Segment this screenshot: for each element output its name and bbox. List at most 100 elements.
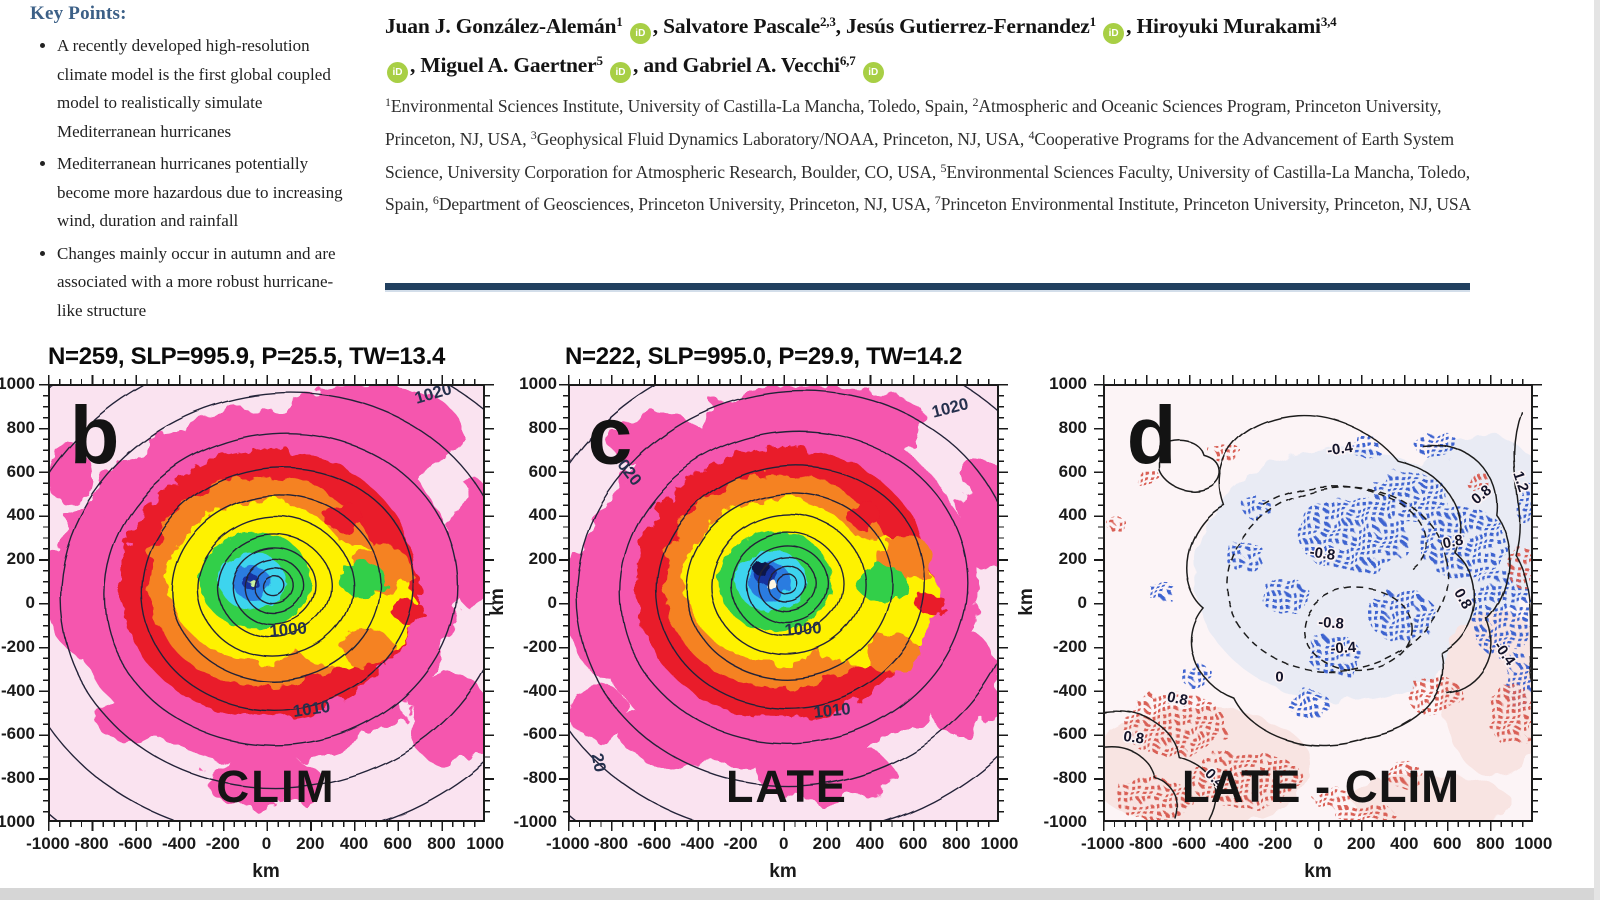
plot-c-canvas: 1000 1010 1020 1020 20 c LATE: [570, 386, 997, 820]
x-tick-label: 200: [296, 834, 325, 853]
difference-contours: [1105, 410, 1531, 820]
y-axis-tick-labels-d: -1000 -800 -600 -400 -200 0 200 400 600 …: [1035, 375, 1087, 831]
contour-label: 0: [1275, 669, 1283, 685]
x-axis-unit-label: km: [252, 861, 280, 882]
y-tick-label: 600: [1058, 461, 1087, 481]
author-name: Miguel A. Gaertner: [420, 53, 597, 77]
x-tick-label: 400: [339, 834, 369, 853]
author-superscript: 3,4: [1320, 14, 1337, 29]
panel-letter-c: c: [588, 391, 633, 482]
affiliation-text: Environmental Sciences Faculty, Universi…: [385, 161, 1471, 215]
x-tick-label: -600: [637, 834, 672, 853]
y-axis-unit-label: km: [1016, 588, 1037, 616]
contour-label: 0.8: [1122, 729, 1145, 748]
x-tick-label: 800: [942, 834, 971, 853]
author-separator: ,: [835, 14, 846, 38]
key-point-item: Mediterranean hurricanes potentially bec…: [57, 150, 354, 236]
author-superscript: 6,7: [839, 53, 856, 68]
axis-ticks-left: [1094, 384, 1103, 822]
panel-tag-late: LATE: [726, 761, 848, 812]
y-tick-label: -200: [1052, 636, 1087, 656]
x-axis-unit-label: km: [769, 861, 797, 882]
x-tick-label: -600: [1172, 834, 1207, 853]
contour-label: -0.4: [1326, 440, 1354, 460]
contour-label: 1000: [784, 618, 822, 640]
author-superscript: 5: [596, 53, 603, 68]
plot-panel-d: -0.4 0.8 0.8 -0.8 0.8 -0.8 -0.4 0 0.8 0.…: [1103, 384, 1533, 822]
contour-label: 0.8: [1166, 689, 1190, 709]
affiliation-superscript: 6: [432, 193, 439, 208]
contour-label: 1.2: [1509, 469, 1531, 494]
orcid-icon: iD: [629, 23, 651, 44]
y-tick-label: 0: [1077, 592, 1087, 612]
plot-panel-b: 1000 1010 1020 b CLIM: [48, 384, 485, 822]
x-axis-tick-labels-d: -1000 -800 -600 -400 -200 0 200 400 600 …: [1081, 833, 1555, 855]
affiliation-text: Geophysical Fluid Dynamics Laboratory/NO…: [536, 128, 1029, 149]
y-tick-label: -400: [1052, 680, 1087, 700]
author-superscript: 1: [1089, 14, 1097, 29]
affiliations-block: 1Environmental Sciences Institute, Unive…: [385, 88, 1485, 219]
y-tick-label: -1000: [513, 811, 557, 831]
x-axis-tick-labels-b: -1000 -800 -600 -400 -200 0 200 400 600 …: [26, 833, 507, 855]
y-tick-label: -800: [522, 768, 557, 788]
affiliation-text: Cooperative Programs for the Advancement…: [385, 128, 1455, 182]
y-tick-label: 0: [547, 592, 557, 612]
y-tick-label: -400: [522, 680, 557, 700]
x-tick-label: -800: [74, 834, 109, 853]
x-tick-label: -600: [118, 834, 153, 853]
orcid-icon: iD: [862, 62, 884, 83]
axis-ticks-bottom: [1103, 822, 1533, 831]
contour-label: -0.8: [1318, 615, 1345, 633]
contour-label: 20: [588, 751, 610, 773]
author-separator: ,: [652, 14, 664, 38]
author-name: Gabriel A. Vecchi: [682, 53, 840, 77]
x-tick-label: 400: [1390, 834, 1419, 853]
affiliation-text: Princeton Environmental Institute, Princ…: [940, 194, 1472, 215]
author-list: Juan J. González-Alemán1 iD, Salvatore P…: [385, 5, 1345, 83]
author-separator: ,: [410, 53, 421, 77]
axis-ticks-bottom: [568, 822, 999, 831]
author-name: Hiroyuki Murakami: [1136, 14, 1321, 38]
orcid-icon: iD: [387, 62, 408, 83]
contour-label: 1000: [269, 618, 308, 640]
plot-d-canvas: -0.4 0.8 0.8 -0.8 0.8 -0.8 -0.4 0 0.8 0.…: [1105, 386, 1531, 820]
contour-label: 0.8: [1441, 532, 1465, 552]
author-superscript: 1: [616, 14, 623, 29]
panel-c-title: N=222, SLP=995.0, P=29.9, TW=14.2: [564, 343, 963, 370]
y-axis-unit-label: km: [487, 588, 508, 616]
key-point-item: A recently developed high-resolution cli…: [57, 32, 354, 146]
author-name: Salvatore Pascale: [663, 14, 820, 38]
x-tick-label: 400: [855, 834, 885, 853]
y-tick-label: -600: [522, 724, 557, 744]
y-tick-label: 200: [1058, 549, 1087, 569]
affiliation-superscript: 5: [940, 160, 947, 175]
x-tick-label: -1000: [26, 834, 70, 853]
plot-b-canvas: 1000 1010 1020 b CLIM: [50, 386, 483, 820]
x-tick-label: 1000: [466, 834, 505, 853]
author-superscript: 2,3: [819, 14, 836, 29]
x-tick-label: -1000: [1081, 834, 1125, 853]
affiliation-superscript: 4: [1028, 127, 1035, 142]
panel-letter-b: b: [70, 390, 120, 481]
panel-letter-d: d: [1127, 390, 1177, 481]
y-tick-label: 0: [25, 592, 35, 612]
orcid-icon: iD: [1103, 23, 1125, 44]
y-tick-label: -1000: [0, 811, 35, 831]
author-name: Juan J. González-Alemán: [385, 14, 617, 38]
y-tick-label: 600: [528, 461, 557, 481]
affiliation-text: Department of Geosciences, Princeton Uni…: [438, 194, 935, 215]
x-tick-label: -800: [1128, 834, 1164, 853]
x-tick-label: 800: [1476, 834, 1505, 853]
y-tick-label: -800: [0, 768, 35, 788]
affiliation-superscript: 2: [972, 95, 979, 109]
plot-panel-c: 1000 1010 1020 1020 20 c LATE: [568, 384, 999, 822]
axis-ticks-right: [1533, 384, 1542, 822]
x-tick-label: 0: [778, 834, 789, 853]
y-tick-label: -600: [1052, 724, 1087, 744]
y-axis-tick-labels-b: -1000 -800 -600 -400 -200 0 200 400 600 …: [0, 375, 35, 831]
x-tick-label: 0: [261, 834, 272, 853]
y-tick-label: 800: [6, 417, 35, 437]
axis-ticks-bottom: [48, 822, 485, 831]
author-name: Jesús Gutierrez-Fernandez: [846, 14, 1090, 38]
x-tick-label: 600: [383, 834, 412, 853]
